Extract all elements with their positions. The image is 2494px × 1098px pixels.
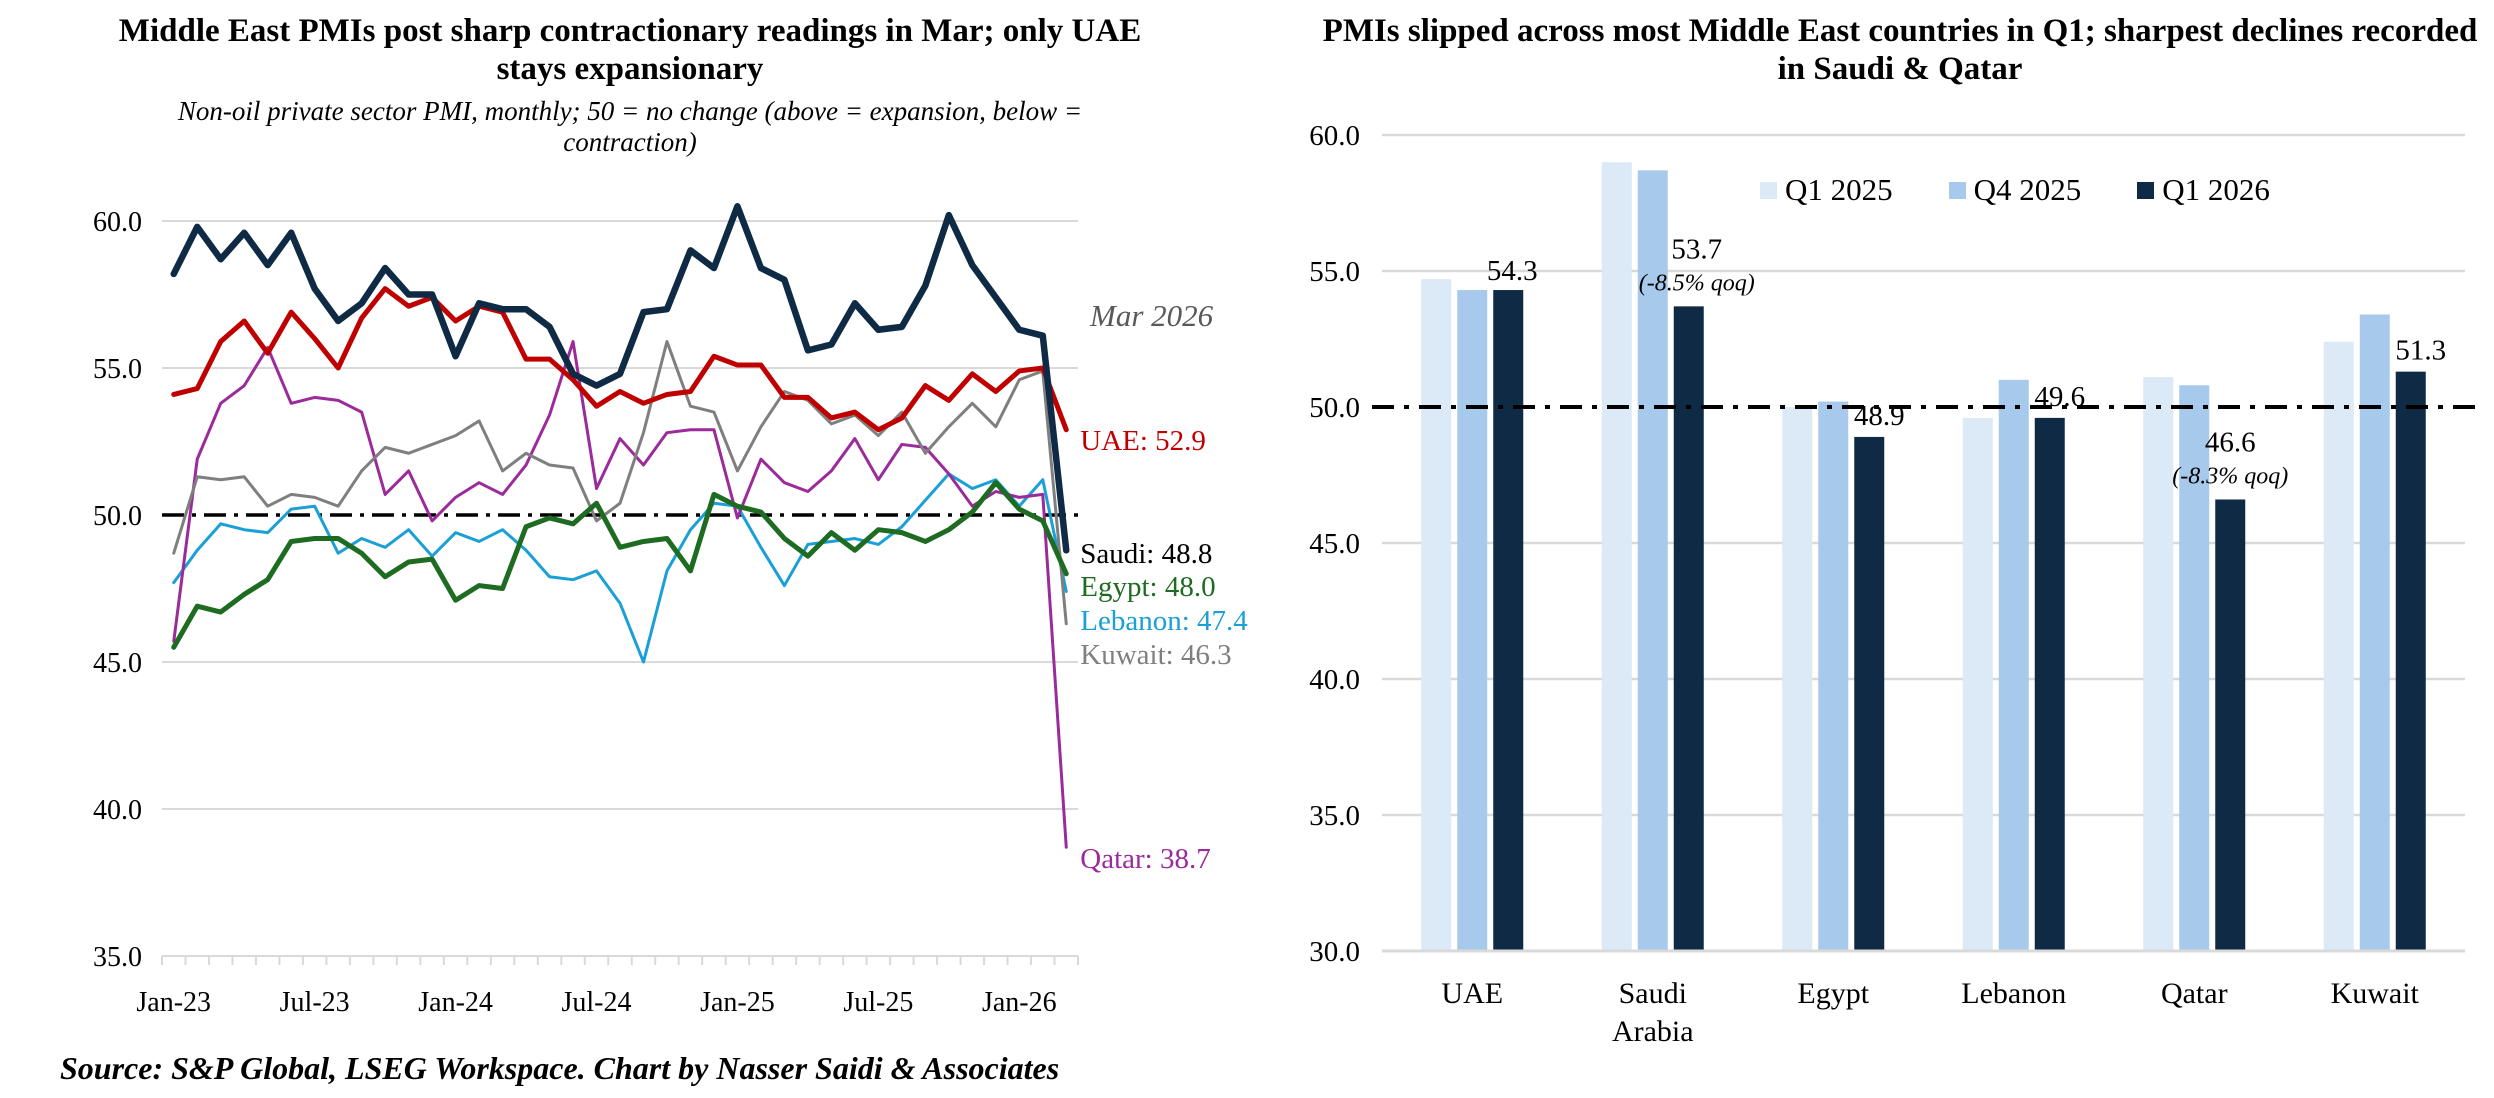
y-tick-label: 45.0 <box>93 648 142 679</box>
end-label-kuwait: Kuwait: 46.3 <box>1080 639 1231 671</box>
bar-kuwait-q4-2025 <box>2359 314 2390 951</box>
bar-chart-title: PMIs slipped across most Middle East cou… <box>1322 13 2478 87</box>
y-tick-label: 55.0 <box>93 354 142 385</box>
data-label: 54.3 <box>1487 255 1538 287</box>
x-tick-label: Jan-25 <box>700 987 775 1018</box>
bar-lebanon-q4-2025 <box>1998 379 2029 951</box>
line-chart-subtitle: Non-oil private sector PMI, monthly; 50 … <box>177 96 1083 157</box>
legend-item-q1-2025: Q1 2025 <box>1760 172 1893 208</box>
line-chart: 35.0 40.0 45.0 50.0 55.0 60.0 Jan-23 Jul-23 Jan-… <box>93 203 1248 1018</box>
y-tick-label: 45.0 <box>1309 528 1360 560</box>
y-tick-label: 50.0 <box>93 501 142 532</box>
x-category-label: Saudi <box>1619 977 1687 1010</box>
series-line-qatar <box>172 340 1068 849</box>
data-label: 53.7 <box>1671 233 1722 265</box>
source-note: Source: S&P Global, LSEG Workspace. Char… <box>60 1050 1060 1086</box>
x-category-label: Kuwait <box>2331 977 2420 1010</box>
bar-egypt-q1-2025 <box>1782 407 1813 951</box>
qoq-note: (-8.5% qoq) <box>1639 270 1755 296</box>
y-tick-label: 40.0 <box>93 795 142 826</box>
end-label-qatar: Qatar: 38.7 <box>1080 843 1210 875</box>
bar-chart-legend: Q1 2025 Q4 2025 Q1 2026 <box>1760 172 2270 208</box>
bar-lebanon-q1-2026 <box>2034 417 2065 951</box>
x-category-label: Egypt <box>1797 977 1869 1010</box>
series-line-saudi <box>170 203 1070 554</box>
qoq-note: (-8.3% qoq) <box>2172 463 2288 489</box>
end-label-uae: UAE: 52.9 <box>1080 425 1206 457</box>
bar-chart: 30.0 35.0 40.0 45.0 50.0 55.0 60.0 UAE 54.3 Saudi… <box>1309 120 2480 1048</box>
y-tick-label: 35.0 <box>1309 800 1360 832</box>
y-tick-label: 50.0 <box>1309 392 1360 424</box>
x-tick-label: Jul-23 <box>280 987 350 1018</box>
legend-swatch <box>2137 181 2155 199</box>
y-tick-label: 60.0 <box>93 207 142 238</box>
bar-uae-q4-2025 <box>1457 290 1488 951</box>
x-tick-label: Jan-24 <box>418 987 493 1018</box>
annotation-mar-2026: Mar 2026 <box>1089 298 1214 333</box>
data-label: 51.3 <box>2395 335 2446 367</box>
legend-label: Q1 2026 <box>2162 172 2270 207</box>
bar-egypt-q1-2026 <box>1854 436 1885 951</box>
series-line-lebanon <box>172 472 1068 664</box>
y-tick-label: 30.0 <box>1309 936 1360 968</box>
x-tick-label: Jan-26 <box>982 987 1057 1018</box>
bar-lebanon-q1-2025 <box>1962 417 1993 951</box>
bar-saudi-arabia-q1-2025 <box>1601 162 1632 951</box>
data-label: 48.9 <box>1854 400 1905 432</box>
x-tick-label: Jul-24 <box>562 987 632 1018</box>
data-label: 46.6 <box>2205 426 2256 458</box>
line-chart-title: Middle East PMIs post sharp contractiona… <box>118 13 1142 87</box>
end-label-egypt: Egypt: 48.0 <box>1080 571 1215 603</box>
x-category-label: Lebanon <box>1961 977 2066 1010</box>
y-tick-label: 60.0 <box>1309 120 1360 152</box>
y-tick-label: 55.0 <box>1309 256 1360 288</box>
end-label-lebanon: Lebanon: 47.4 <box>1080 605 1248 637</box>
bar-qatar-q4-2025 <box>2179 385 2210 951</box>
bar-egypt-q4-2025 <box>1818 401 1849 951</box>
x-tick-label: Jul-25 <box>843 987 913 1018</box>
bar-uae-q1-2026 <box>1493 290 1524 951</box>
x-category-label: Arabia <box>1612 1015 1694 1048</box>
y-tick-label: 35.0 <box>93 942 142 973</box>
bar-qatar-q1-2026 <box>2215 499 2246 951</box>
legend-label: Q1 2025 <box>1785 172 1893 207</box>
legend-swatch <box>1948 181 1966 199</box>
legend-item-q4-2025: Q4 2025 <box>1948 172 2082 208</box>
x-category-label: UAE <box>1441 977 1503 1010</box>
bar-qatar-q1-2025 <box>2143 377 2174 952</box>
bar-kuwait-q1-2025 <box>2323 341 2354 952</box>
bar-kuwait-q1-2026 <box>2395 371 2426 951</box>
bar-saudi-arabia-q4-2025 <box>1637 170 1668 952</box>
x-category-label: Qatar <box>2161 977 2228 1010</box>
bar-uae-q1-2025 <box>1421 279 1452 951</box>
legend-label: Q4 2025 <box>1973 172 2082 207</box>
legend-swatch <box>1760 181 1777 199</box>
series-line-egypt <box>171 480 1069 650</box>
legend-item-q1-2026: Q1 2026 <box>2137 172 2270 208</box>
bar-chart-panel: PMIs slipped across most Middle East cou… <box>1290 0 2494 1098</box>
bar-saudi-arabia-q1-2026 <box>1673 306 1704 951</box>
series-line-uae <box>171 286 1069 433</box>
end-label-saudi: Saudi: 48.8 <box>1080 538 1212 570</box>
y-tick-label: 40.0 <box>1309 664 1360 696</box>
x-tick-label: Jan-23 <box>136 987 211 1018</box>
line-chart-panel: Middle East PMIs post sharp contractiona… <box>60 13 1248 1086</box>
series-line-kuwait <box>172 340 1068 626</box>
